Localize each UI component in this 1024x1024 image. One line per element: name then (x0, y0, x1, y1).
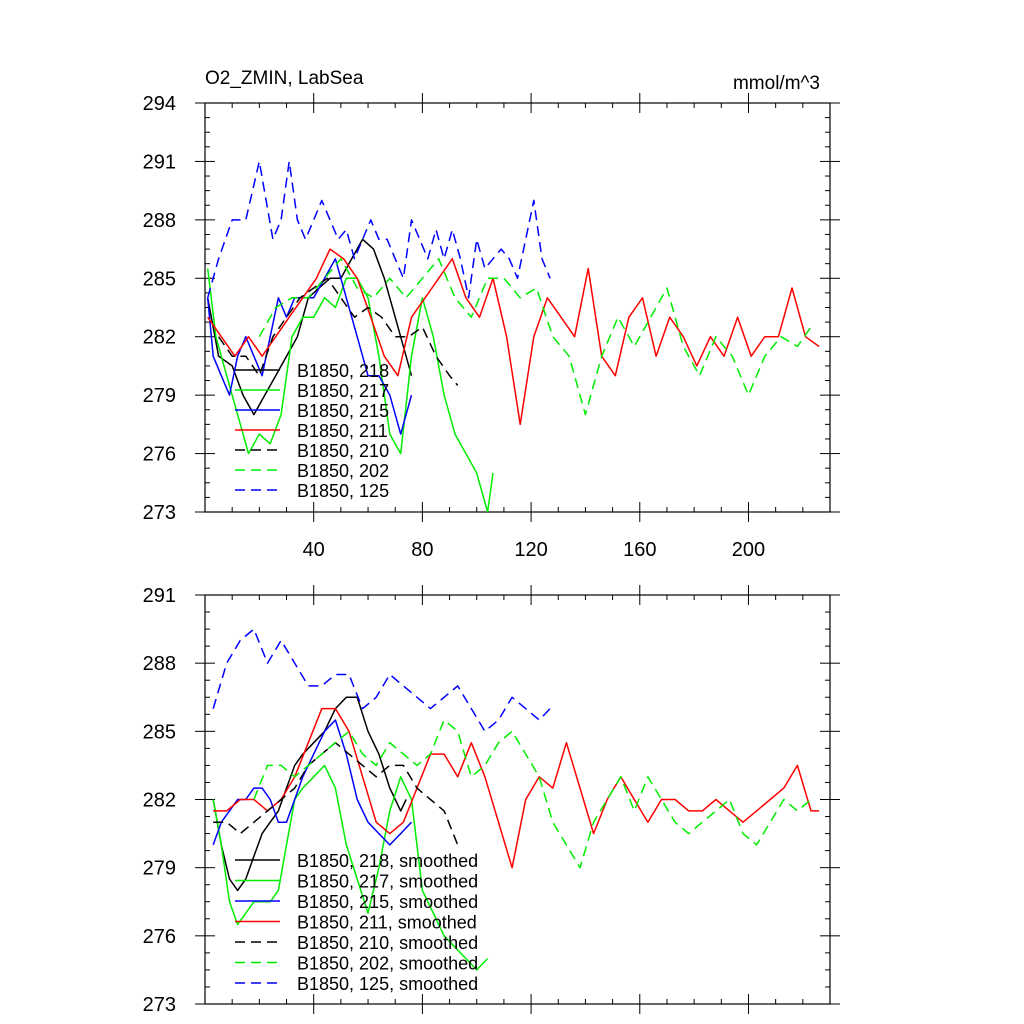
x-tick-label: 200 (732, 539, 765, 561)
legend-label: B1850, 217 (297, 381, 389, 401)
series-line (207, 248, 820, 426)
legend-label: B1850, 211 (297, 421, 388, 441)
series-group (206, 160, 820, 512)
y-tick-label: 279 (143, 858, 176, 880)
y-tick-label: 276 (143, 926, 176, 948)
x-tick-label: 120 (514, 539, 547, 561)
chart-title: O2_ZMIN, LabSea (205, 68, 364, 89)
legend-label: B1850, 125, smoothed (297, 974, 478, 994)
legend-label: B1850, 215 (297, 401, 389, 421)
y-tick-label: 282 (143, 790, 176, 812)
x-tick-label: 160 (623, 539, 656, 561)
y-tick-label: 273 (143, 502, 176, 524)
legend-label: B1850, 125 (297, 481, 389, 501)
y-tick-label: 279 (143, 385, 176, 407)
legend-label: B1850, 210, smoothed (297, 933, 478, 953)
legend-label: B1850, 217, smoothed (297, 872, 478, 892)
y-tick-label: 288 (143, 653, 176, 675)
y-tick-label: 285 (143, 268, 176, 290)
series-line (206, 160, 551, 299)
legend-label: B1850, 215, smoothed (297, 892, 478, 912)
y-tick-label: 276 (143, 444, 176, 466)
legend-label: B1850, 202 (297, 461, 389, 481)
legend-label: B1850, 211, smoothed (297, 913, 477, 933)
y-tick-label: 282 (143, 327, 176, 349)
legend-label: B1850, 202, smoothed (297, 954, 478, 974)
legend-label: B1850, 218 (297, 361, 389, 381)
series-line (213, 707, 820, 869)
y-tick-label: 291 (143, 151, 176, 173)
series-line (206, 238, 413, 416)
x-tick-label: 40 (303, 539, 325, 561)
y-tick-label: 288 (143, 210, 176, 232)
series-line (258, 258, 812, 416)
x-tick-label: 80 (411, 539, 433, 561)
units-label: mmol/m^3 (733, 73, 820, 94)
y-tick-label: 291 (143, 585, 176, 607)
legend-label: B1850, 218, smoothed (297, 851, 478, 871)
y-tick-label: 285 (143, 721, 176, 743)
panel-1: 40 80 120 160 200 273 276 279 282 285 288 291 294 O2_… (143, 68, 840, 561)
series-line (212, 696, 407, 892)
series-group (212, 628, 820, 971)
y-tick-label: 273 (143, 994, 176, 1016)
legend-label: B1850, 210 (297, 441, 389, 461)
series-line (206, 268, 494, 512)
series-line (212, 764, 489, 971)
y-tick-label: 294 (143, 93, 176, 115)
panel-2: 273 276 279 282 285 288 291 B1850, 218, smoothe… (143, 585, 840, 1016)
series-line (212, 628, 551, 733)
series-line (253, 719, 812, 869)
